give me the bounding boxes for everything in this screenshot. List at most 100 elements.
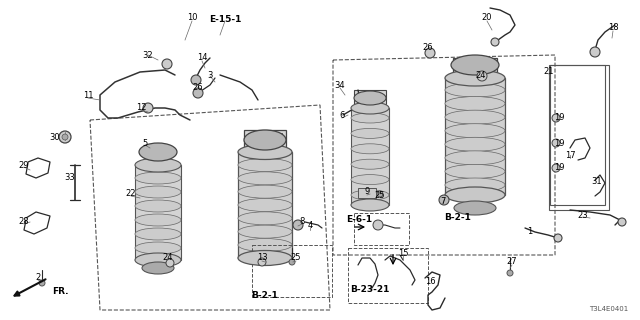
Text: 27: 27 (507, 258, 517, 267)
Ellipse shape (238, 198, 292, 212)
Bar (453, 58, 497, 74)
Ellipse shape (491, 38, 499, 46)
Ellipse shape (135, 172, 181, 184)
Bar (348, 248, 428, 303)
Ellipse shape (554, 234, 562, 242)
Ellipse shape (238, 185, 292, 198)
Bar (248, 133, 282, 145)
Ellipse shape (445, 187, 505, 203)
Bar (358, 188, 376, 198)
Ellipse shape (238, 251, 292, 266)
Ellipse shape (354, 91, 386, 105)
Text: 25: 25 (375, 190, 385, 199)
Ellipse shape (62, 134, 68, 140)
Ellipse shape (258, 258, 266, 266)
Bar (550, 65, 605, 205)
Ellipse shape (351, 128, 389, 138)
Text: 7: 7 (440, 196, 445, 205)
Text: 34: 34 (335, 81, 346, 90)
Ellipse shape (142, 262, 174, 274)
Ellipse shape (244, 130, 286, 150)
Ellipse shape (445, 70, 505, 86)
Text: 31: 31 (592, 178, 602, 187)
Text: 18: 18 (608, 23, 618, 33)
Text: 6: 6 (339, 111, 345, 121)
Ellipse shape (425, 48, 435, 58)
Ellipse shape (162, 59, 172, 69)
Ellipse shape (351, 113, 389, 123)
Text: 16: 16 (425, 276, 435, 285)
Text: 33: 33 (65, 173, 76, 182)
Text: B-23-21: B-23-21 (350, 285, 390, 294)
Ellipse shape (445, 137, 505, 151)
Ellipse shape (238, 225, 292, 238)
Ellipse shape (552, 164, 560, 172)
Ellipse shape (439, 195, 449, 205)
Bar (354, 213, 409, 245)
Ellipse shape (351, 102, 389, 114)
Ellipse shape (351, 190, 389, 200)
Ellipse shape (445, 124, 505, 138)
Text: T3L4E0401: T3L4E0401 (589, 306, 628, 312)
Ellipse shape (238, 172, 292, 185)
Ellipse shape (445, 110, 505, 124)
Ellipse shape (135, 158, 181, 172)
Text: 12: 12 (136, 102, 147, 111)
Text: FR.: FR. (52, 286, 68, 295)
Ellipse shape (238, 158, 292, 172)
Ellipse shape (135, 242, 181, 254)
Ellipse shape (351, 144, 389, 154)
Text: 21: 21 (544, 68, 554, 76)
Ellipse shape (59, 131, 71, 143)
Ellipse shape (135, 186, 181, 198)
Text: 26: 26 (193, 84, 204, 92)
Text: 10: 10 (187, 13, 197, 22)
Ellipse shape (351, 175, 389, 185)
Ellipse shape (238, 238, 292, 252)
Ellipse shape (454, 201, 496, 215)
Ellipse shape (39, 280, 45, 286)
Ellipse shape (590, 47, 600, 57)
Text: 25: 25 (291, 253, 301, 262)
Polygon shape (238, 152, 292, 258)
Ellipse shape (238, 212, 292, 225)
Ellipse shape (289, 259, 295, 265)
Text: 20: 20 (482, 13, 492, 22)
Ellipse shape (445, 97, 505, 111)
Polygon shape (135, 165, 181, 260)
Ellipse shape (373, 220, 383, 230)
Ellipse shape (552, 114, 560, 122)
Text: 28: 28 (19, 218, 29, 227)
Ellipse shape (139, 143, 177, 161)
Text: E-6-1: E-6-1 (346, 215, 372, 225)
Bar (252, 245, 332, 297)
Bar (457, 61, 493, 71)
Text: 13: 13 (257, 253, 268, 262)
Text: 15: 15 (397, 249, 408, 258)
Text: 2: 2 (35, 274, 40, 283)
Polygon shape (445, 78, 505, 195)
Bar (244, 130, 286, 148)
Ellipse shape (445, 83, 505, 97)
Ellipse shape (377, 191, 383, 197)
Ellipse shape (191, 75, 201, 85)
Ellipse shape (135, 214, 181, 226)
Ellipse shape (238, 145, 292, 159)
Polygon shape (351, 108, 389, 205)
Ellipse shape (618, 218, 626, 226)
Text: B-2-1: B-2-1 (445, 213, 472, 222)
Ellipse shape (445, 164, 505, 179)
Ellipse shape (507, 270, 513, 276)
Text: 29: 29 (19, 161, 29, 170)
Text: 24: 24 (476, 70, 486, 79)
Text: E-15-1: E-15-1 (209, 15, 241, 25)
Text: 9: 9 (364, 188, 370, 196)
Ellipse shape (293, 220, 303, 230)
Ellipse shape (135, 253, 181, 267)
Ellipse shape (445, 178, 505, 192)
Text: 24: 24 (163, 253, 173, 262)
Text: 23: 23 (578, 211, 588, 220)
Text: 19: 19 (554, 164, 564, 172)
Text: 1: 1 (527, 228, 532, 236)
Bar (549, 65, 609, 210)
